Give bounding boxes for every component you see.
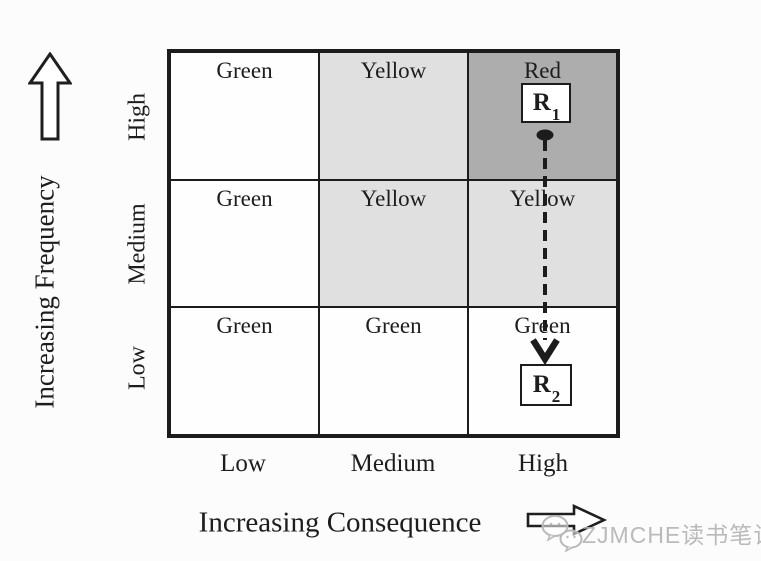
- col-label-medium: Medium: [350, 450, 436, 477]
- col-label-low: Low: [220, 450, 266, 477]
- x-axis-label: Increasing Consequence: [198, 506, 482, 539]
- cell-high-medium: Yellow: [319, 52, 468, 180]
- marker-r2: R2: [520, 364, 572, 406]
- cell-medium-medium: Yellow: [319, 179, 468, 308]
- row-label-medium: Medium: [124, 203, 151, 285]
- cell-low-medium: Green: [319, 307, 468, 435]
- r1-to-r2-dashed-arrow: [530, 129, 560, 366]
- cell-low-low: Green: [170, 307, 319, 435]
- marker-r1: R1: [521, 83, 571, 123]
- row-label-low: Low: [124, 346, 151, 390]
- y-axis-label: Increasing Frequency: [29, 175, 60, 409]
- cell-medium-high: Yellow: [468, 179, 617, 308]
- watermark-text: ZJMCHE读书笔记: [582, 522, 761, 548]
- cell-medium-low: Green: [170, 179, 319, 308]
- col-label-high: High: [518, 450, 568, 477]
- cell-high-low: Green: [170, 52, 319, 180]
- wechat-bubbles-icon: [541, 515, 583, 552]
- row-label-high: High: [124, 93, 151, 141]
- up-arrow-icon: [28, 52, 72, 141]
